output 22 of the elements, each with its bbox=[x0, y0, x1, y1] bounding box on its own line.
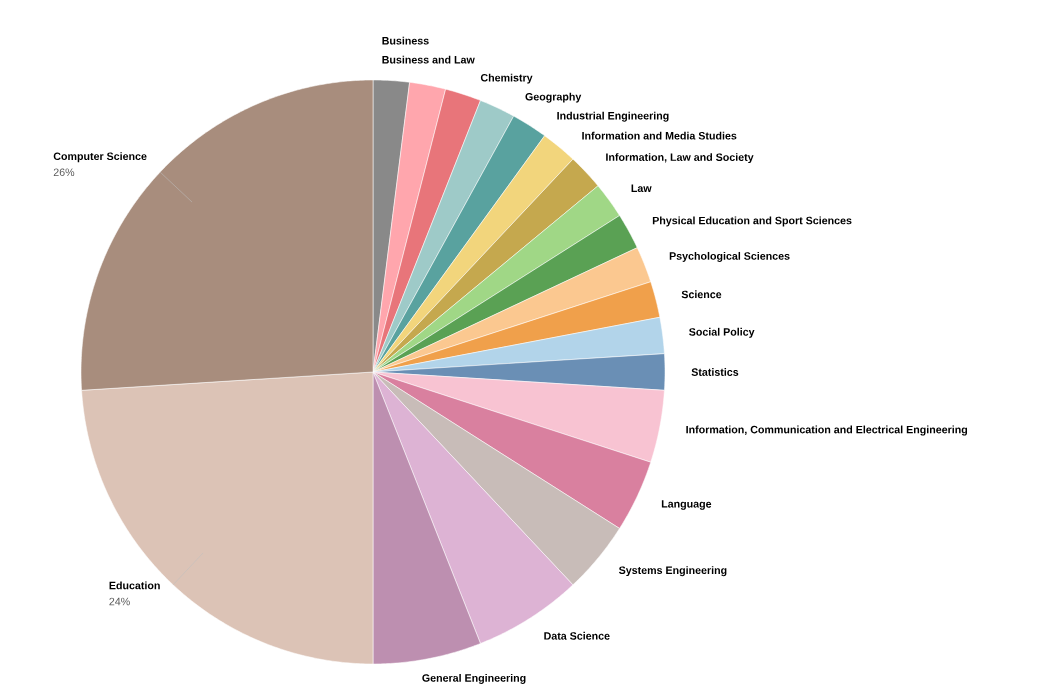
slice-label: Chemistry bbox=[480, 73, 533, 84]
slice-label: Language bbox=[661, 500, 712, 510]
slice-label: Business bbox=[382, 36, 429, 45]
data-label: 24% bbox=[109, 597, 130, 606]
slice-label: Data Science bbox=[544, 631, 610, 640]
slice-label: Statistics bbox=[691, 368, 739, 376]
data-label: 26% bbox=[53, 168, 75, 177]
slice-label: Physical Education and Sport Sciences bbox=[652, 216, 852, 227]
slice-label: Geography bbox=[525, 92, 582, 103]
slice-label: Social Policy bbox=[689, 327, 755, 338]
slice-label: Business and Law bbox=[382, 55, 475, 64]
slice-label: Science bbox=[681, 290, 722, 299]
slice-label: Information and Media Studies bbox=[582, 131, 737, 140]
slice-label: Industrial Engineering bbox=[557, 111, 669, 122]
slice-label: Information, Law and Society bbox=[606, 153, 754, 164]
slice-label: Education bbox=[109, 581, 160, 590]
slice-label: Psychological Sciences bbox=[669, 251, 790, 262]
slice-label: Law bbox=[631, 184, 652, 193]
slice-label: Systems Engineering bbox=[618, 566, 727, 577]
slice-label: Computer Science bbox=[53, 152, 147, 163]
slice-label: Information, Communication and Electrical Engineering bbox=[686, 425, 968, 436]
slice-label: General Engineering bbox=[422, 673, 526, 684]
